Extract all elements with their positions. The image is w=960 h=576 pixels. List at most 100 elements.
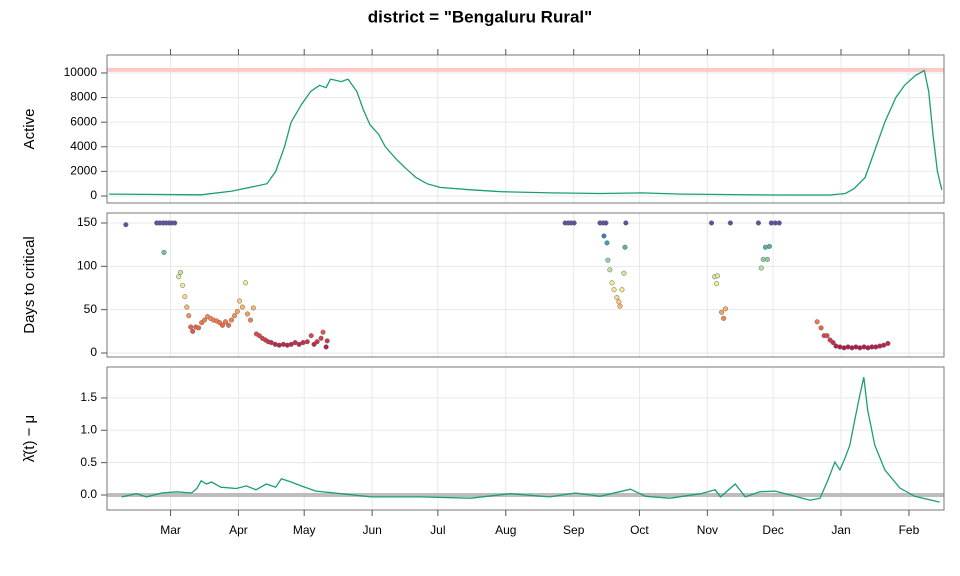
data-point: [324, 338, 330, 344]
data-point: [837, 344, 843, 350]
data-point: [609, 280, 615, 286]
data-point: [188, 324, 194, 330]
data-point: [308, 333, 314, 339]
data-point: [619, 287, 625, 293]
data-point: [824, 333, 830, 339]
data-point: [722, 306, 729, 312]
data-point: [222, 319, 229, 325]
y-tick-label: 2000: [70, 164, 97, 178]
x-tick-label: Jan: [831, 523, 850, 537]
panel-frame: [106, 366, 945, 511]
data-point: [617, 303, 623, 309]
data-point: [758, 265, 764, 271]
y-tick-label: 0: [90, 188, 97, 202]
x-tick-label: Apr: [229, 523, 248, 537]
data-point: [623, 220, 629, 226]
data-point: [721, 315, 727, 321]
data-point: [231, 313, 238, 319]
data-point: [172, 220, 178, 226]
y-tick-label: 0.5: [80, 455, 97, 469]
x-tick-label: Jul: [430, 523, 445, 537]
data-point: [219, 322, 226, 328]
data-point: [601, 233, 607, 239]
x-tick-label: Sep: [563, 523, 585, 537]
data-point: [250, 305, 256, 311]
y-tick-label: 6000: [70, 114, 97, 128]
x-tick-label: May: [293, 523, 316, 537]
x-tick-label: Mar: [160, 523, 181, 537]
y-tick-label: 8000: [70, 90, 97, 104]
x-tick-label: Oct: [630, 523, 649, 537]
panel: 0 2000 4000 6000 8000 10000 Active: [21, 49, 945, 204]
data-point: [814, 319, 820, 325]
data-point: [621, 270, 627, 276]
y-tick-label: 0.0: [80, 487, 97, 501]
data-point: [242, 280, 249, 286]
data-point: [766, 243, 772, 249]
x-tick-label: Nov: [697, 523, 718, 537]
panel: 0.0 0.5 1.0 1.5 λ̂(t) − μ Mar Apr May Jun Jul Aug S…: [21, 366, 945, 537]
x-tick-label: Jun: [362, 523, 381, 537]
data-point: [614, 294, 620, 301]
x-tick-label: Feb: [899, 523, 920, 537]
data-point: [760, 256, 766, 262]
x-tick-label: Aug: [495, 523, 516, 537]
data-point: [604, 240, 610, 246]
y-axis-label: Active: [21, 109, 38, 150]
data-line: [109, 69, 943, 196]
data-point: [719, 309, 725, 315]
data-point: [318, 335, 324, 341]
y-axis-label: λ̂(t) − μ: [21, 415, 38, 462]
data-point: [201, 317, 208, 323]
data-point: [857, 345, 863, 351]
data-point: [190, 328, 196, 334]
data-point: [186, 313, 192, 319]
data-point: [830, 340, 836, 346]
data-point: [304, 339, 310, 345]
data-point: [161, 249, 167, 255]
panel: 0 50 100 150 Days to critical: [21, 212, 945, 359]
data-point: [616, 299, 622, 305]
y-axis-label: Days to critical: [21, 236, 38, 334]
data-point: [320, 329, 326, 335]
data-point: [226, 322, 232, 328]
data-point: [885, 340, 891, 347]
data-point: [234, 308, 240, 314]
data-point: [178, 269, 184, 275]
data-point: [727, 220, 733, 226]
panel-frame: [106, 212, 945, 358]
data-point: [776, 220, 782, 226]
chart-title: district = "Bengaluru Rural": [368, 7, 592, 26]
y-tick-label: 1.0: [80, 422, 97, 436]
data-point: [196, 325, 202, 331]
data-line: [121, 377, 940, 503]
y-tick-label: 1.5: [80, 390, 97, 404]
y-tick-label: 10000: [64, 65, 98, 79]
data-point: [881, 342, 887, 348]
x-tick-label: Dec: [762, 523, 783, 537]
data-point: [605, 257, 611, 263]
data-point: [755, 220, 761, 226]
data-point: [176, 274, 182, 280]
data-point: [611, 287, 617, 293]
data-point: [571, 220, 577, 226]
data-point: [714, 273, 720, 279]
data-point: [622, 244, 628, 250]
data-point: [323, 344, 329, 350]
y-tick-label: 100: [77, 258, 97, 272]
data-point: [237, 298, 243, 304]
data-point: [314, 339, 320, 345]
data-point: [180, 282, 186, 288]
y-tick-label: 4000: [70, 139, 97, 153]
data-point: [607, 267, 613, 273]
y-tick-label: 0: [90, 345, 97, 359]
y-tick-label: 50: [84, 302, 98, 316]
data-point: [764, 256, 770, 262]
data-point: [244, 311, 250, 317]
data-point: [184, 304, 190, 310]
panel-frame: [106, 54, 945, 204]
data-point: [300, 340, 306, 346]
data-point: [708, 220, 715, 226]
data-point: [228, 317, 235, 323]
